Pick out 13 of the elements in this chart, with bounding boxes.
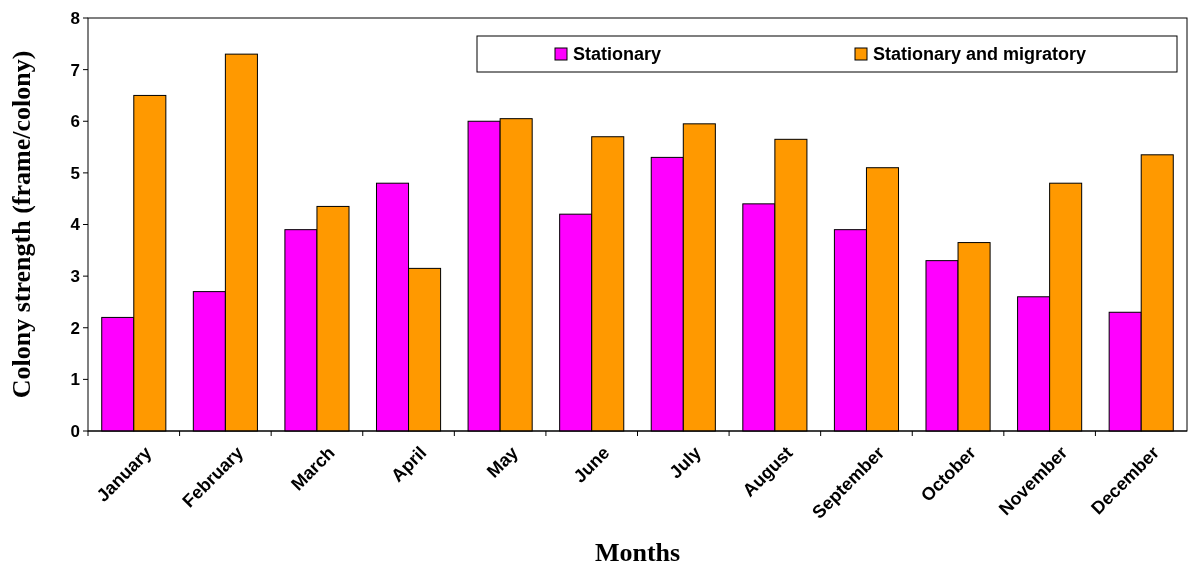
y-tick-label: 0 <box>70 421 80 441</box>
y-tick-label: 1 <box>70 370 80 390</box>
legend-label: Stationary and migratory <box>873 44 1087 65</box>
legend-label: Stationary <box>573 44 662 65</box>
y-tick-label: 5 <box>70 163 80 183</box>
x-axis-title: Months <box>594 538 681 567</box>
y-tick-label: 3 <box>70 267 80 287</box>
y-tick-label: 7 <box>70 60 80 80</box>
y-tick-label: 4 <box>70 215 81 235</box>
y-tick-label: 8 <box>70 8 80 28</box>
y-tick-label: 2 <box>70 318 80 338</box>
y-tick-label: 6 <box>70 112 80 132</box>
y-axis-title: Colony strength (frame/colony) <box>7 50 36 399</box>
